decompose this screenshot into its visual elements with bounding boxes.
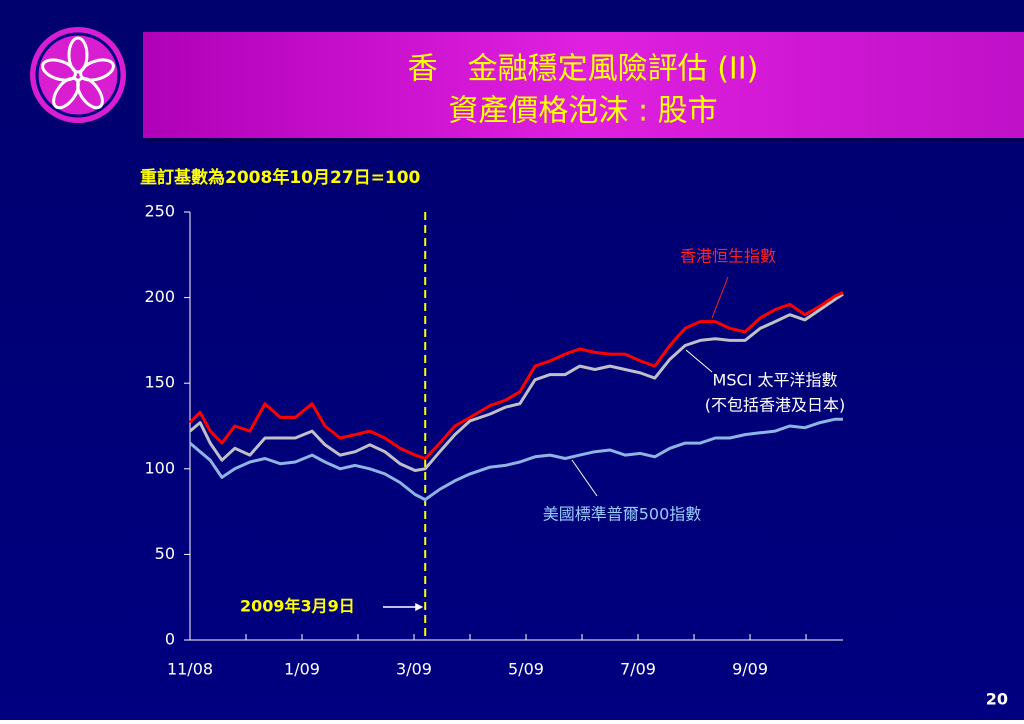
y-tick-label: 100 [144,458,175,477]
title: 香 金融穩定風險評估 (II) [408,52,759,87]
series-line [189,417,843,502]
series-line [189,292,844,472]
x-tick-label: 9/09 [732,660,768,679]
y-tick-label: 50 [155,544,175,563]
plot: 0 50 100 150 200 250 11/08 1/09 3/09 5/09 7/09 9/09… [144,202,845,679]
x-tick-label: 3/09 [396,660,432,679]
note: 重訂基數為2008年10月27日=100 [140,167,421,188]
subtitle: 資產價格泡沫 : 股市 [448,94,717,129]
annotation: 2009年3月9日 [240,597,355,616]
y-tick-label: 150 [144,373,175,392]
x-tick-label: 7/09 [620,660,656,679]
y-tick-label: 250 [144,202,175,221]
series-label: 美國標準普爾500指數 [543,505,702,524]
logo [30,27,126,123]
page-number: 20 [986,690,1008,709]
y-tick-label: 200 [144,287,175,306]
arrow-head [415,603,424,611]
title-bar [143,32,1024,138]
x-tick-label: 5/09 [508,660,544,679]
x-tick-label: 11/08 [167,660,213,679]
y-tick-label: 0 [165,630,175,649]
series-label: 香港恒生指數 [680,247,776,266]
x-tick-label: 1/09 [284,660,320,679]
leader-lines [571,276,729,497]
series-line [188,291,844,460]
series-label: MSCI 太平洋指數 [713,371,838,390]
series-sublabel: (不包括香港及日本) [705,396,846,415]
